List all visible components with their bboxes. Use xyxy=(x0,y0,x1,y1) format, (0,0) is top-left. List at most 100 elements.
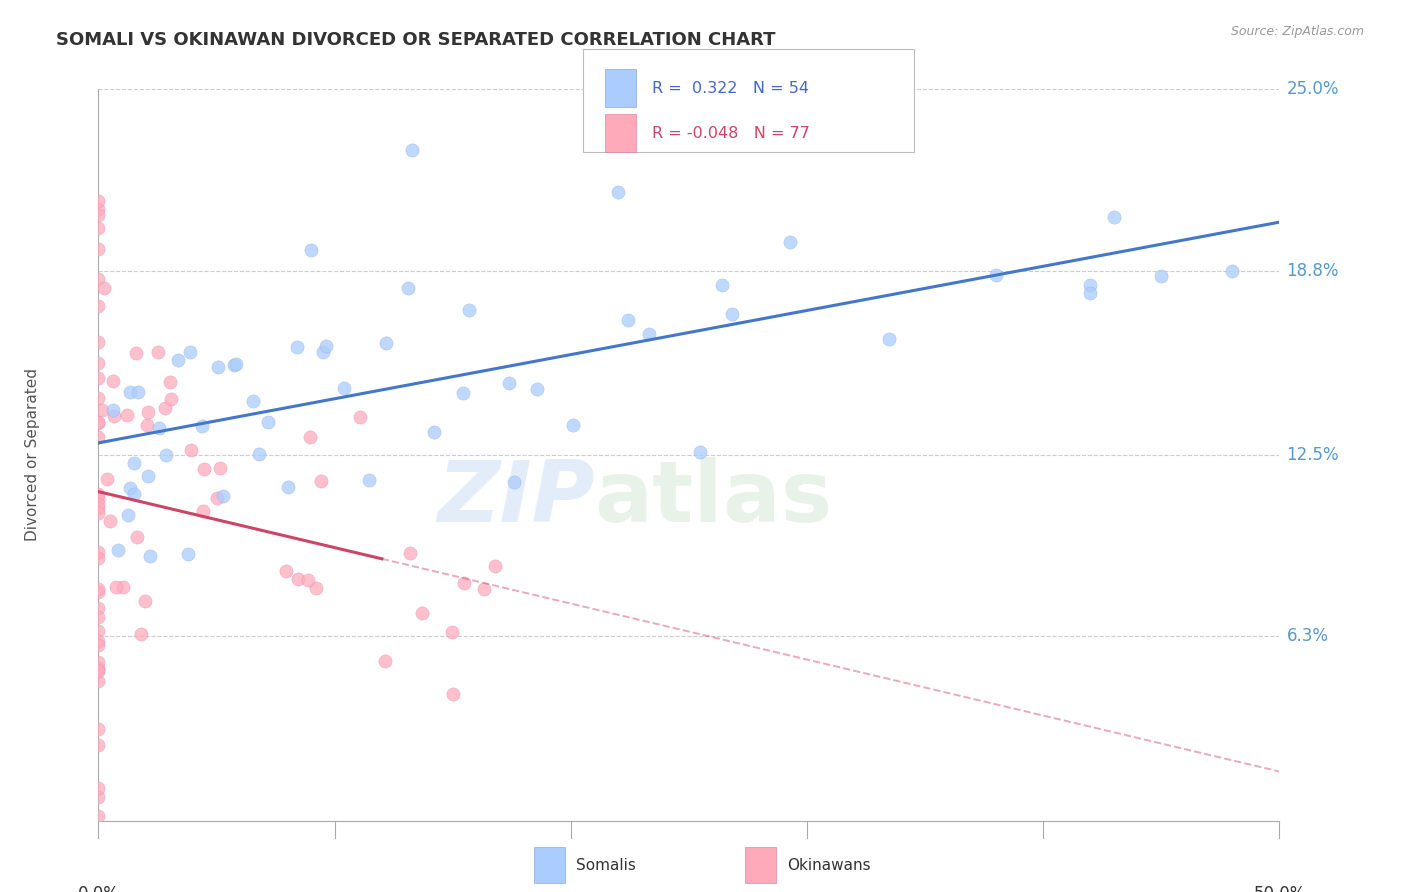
Point xyxy=(87,220,110,235)
Point xyxy=(87,355,110,369)
Point xyxy=(440,624,463,639)
Point xyxy=(411,607,433,621)
Point xyxy=(127,385,149,400)
Point xyxy=(87,194,110,208)
Point xyxy=(1080,286,1102,301)
Text: 50.0%: 50.0% xyxy=(1253,885,1306,892)
Point xyxy=(87,208,110,222)
Point xyxy=(127,530,149,544)
Point xyxy=(247,447,270,461)
Point xyxy=(122,487,145,501)
Point xyxy=(179,344,201,359)
Point xyxy=(87,723,110,737)
Point xyxy=(111,580,134,594)
Point xyxy=(87,416,110,430)
Point xyxy=(779,235,801,249)
Point xyxy=(1220,264,1243,278)
Point xyxy=(125,346,148,360)
Point xyxy=(451,385,474,400)
Point xyxy=(396,281,419,295)
Point xyxy=(167,352,190,367)
Text: 6.3%: 6.3% xyxy=(1286,627,1329,645)
Point xyxy=(134,593,156,607)
Point xyxy=(87,582,110,597)
Point xyxy=(87,202,110,217)
Point xyxy=(87,299,110,313)
Point xyxy=(148,420,170,434)
Point xyxy=(122,457,145,471)
Point xyxy=(607,185,630,199)
Point xyxy=(87,638,110,652)
Point xyxy=(374,654,396,668)
Point xyxy=(87,585,110,599)
Point xyxy=(333,381,356,395)
Point xyxy=(211,489,233,503)
Point xyxy=(484,558,506,573)
Text: atlas: atlas xyxy=(595,458,832,541)
Text: 12.5%: 12.5% xyxy=(1286,446,1339,464)
Point xyxy=(877,332,900,346)
Point xyxy=(146,345,169,359)
Text: Somalis: Somalis xyxy=(576,858,637,872)
Text: ZIP: ZIP xyxy=(437,458,595,541)
Point xyxy=(87,492,110,507)
Point xyxy=(96,472,118,486)
Point xyxy=(87,506,110,520)
Point xyxy=(105,580,128,594)
Point xyxy=(87,601,110,615)
Point xyxy=(287,572,309,586)
Text: Okinawans: Okinawans xyxy=(787,858,870,872)
Point xyxy=(87,661,110,675)
Point xyxy=(423,425,446,439)
Point xyxy=(299,430,322,444)
Point xyxy=(1080,278,1102,293)
Point xyxy=(87,500,110,515)
Point xyxy=(87,242,110,256)
Point xyxy=(374,336,396,351)
Point xyxy=(498,376,520,390)
Point xyxy=(458,302,481,317)
Point xyxy=(87,430,110,444)
Point xyxy=(90,403,112,417)
Point xyxy=(359,474,381,488)
Point xyxy=(180,443,202,458)
Point xyxy=(101,374,124,388)
Point xyxy=(120,385,142,400)
Point xyxy=(1102,210,1125,224)
Point xyxy=(398,546,420,560)
Point xyxy=(87,634,110,648)
Point xyxy=(502,475,524,489)
Point xyxy=(87,790,110,805)
Point xyxy=(87,655,110,669)
Point xyxy=(207,360,229,375)
Point xyxy=(87,498,110,512)
Point xyxy=(155,448,177,462)
Point xyxy=(285,340,308,354)
Point xyxy=(711,277,734,292)
Point xyxy=(87,334,110,349)
Point xyxy=(93,281,115,295)
Point xyxy=(107,542,129,557)
Point xyxy=(984,268,1007,283)
Text: 0.0%: 0.0% xyxy=(77,885,120,892)
Point xyxy=(87,371,110,385)
Point xyxy=(274,564,297,578)
Text: 25.0%: 25.0% xyxy=(1286,80,1339,98)
Point xyxy=(87,272,110,286)
Point xyxy=(225,357,247,371)
Point xyxy=(401,143,423,157)
Point xyxy=(193,503,215,517)
Point xyxy=(87,487,110,501)
Point xyxy=(87,391,110,405)
Point xyxy=(315,339,337,353)
Text: SOMALI VS OKINAWAN DIVORCED OR SEPARATED CORRELATION CHART: SOMALI VS OKINAWAN DIVORCED OR SEPARATED… xyxy=(56,31,776,49)
Point xyxy=(616,313,638,327)
Point xyxy=(309,474,332,488)
Text: R = -0.048   N = 77: R = -0.048 N = 77 xyxy=(652,126,810,141)
Point xyxy=(441,687,464,701)
Text: 18.8%: 18.8% xyxy=(1286,261,1339,279)
Point xyxy=(222,359,245,373)
Point xyxy=(689,445,711,459)
Point xyxy=(87,624,110,639)
Point xyxy=(193,461,215,475)
